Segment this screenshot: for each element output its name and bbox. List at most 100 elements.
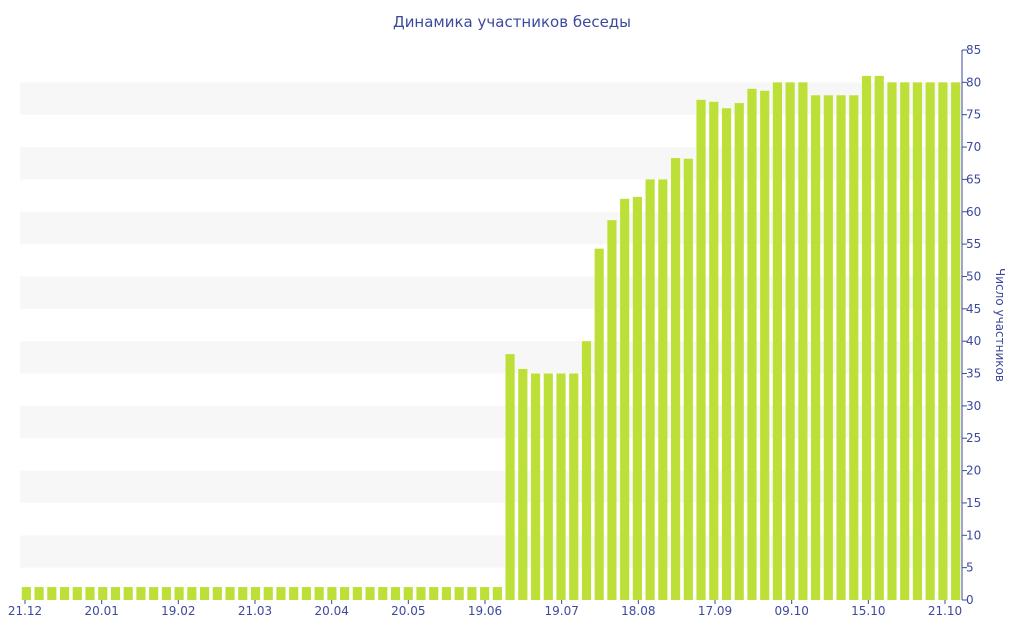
chart-title: Динамика участников беседы [392,13,632,31]
y-tick-label: 40 [966,334,981,348]
x-tick-label: 21.03 [238,604,272,618]
bar[interactable] [365,587,375,600]
x-tick-label: 15.10 [851,604,885,618]
bar[interactable] [747,88,757,600]
bar[interactable] [301,587,312,600]
bar[interactable] [454,587,464,600]
x-tick-label: 18.08 [621,604,655,618]
bar[interactable] [734,103,744,600]
bar[interactable] [59,587,70,600]
bar[interactable] [212,587,222,600]
bar[interactable] [72,587,82,600]
y-tick-label: 20 [966,464,981,478]
bar[interactable] [709,101,719,600]
x-tick-label: 20.05 [391,604,425,618]
bar[interactable] [912,82,923,601]
bar[interactable] [505,354,515,600]
bar[interactable] [632,196,642,600]
bar[interactable] [951,82,961,601]
bar[interactable] [340,587,350,600]
bar[interactable] [352,587,362,600]
bar[interactable] [276,587,286,600]
bar[interactable] [161,587,171,600]
bar[interactable] [683,158,693,600]
y-tick-label: 70 [966,140,981,154]
bar[interactable] [47,587,57,600]
bar[interactable] [263,587,273,600]
bar[interactable] [798,82,808,601]
bar[interactable] [390,587,401,600]
bar[interactable] [403,587,413,600]
bar[interactable] [250,587,261,600]
bar[interactable] [441,587,452,600]
bar[interactable] [530,373,541,600]
bar[interactable] [581,341,592,600]
x-tick-label: 20.01 [84,604,118,618]
x-tick-label: 17.09 [698,604,732,618]
bar[interactable] [836,95,846,600]
bar[interactable] [594,248,604,600]
grid-band [20,276,962,309]
bar[interactable] [21,587,31,600]
bar[interactable] [85,587,95,600]
bar[interactable] [620,198,630,600]
bar[interactable] [34,587,44,600]
bar[interactable] [518,369,528,600]
bar[interactable] [327,587,337,600]
y-tick-label: 0 [966,593,974,607]
bar[interactable] [467,587,477,600]
bar[interactable] [174,587,184,600]
bar[interactable] [187,587,197,600]
bar[interactable] [416,587,426,600]
grid-band [20,341,962,374]
bar[interactable] [772,82,783,601]
x-tick-label: 09.10 [774,604,808,618]
bar[interactable] [149,587,159,600]
bar[interactable] [696,99,706,600]
bar[interactable] [721,108,732,601]
bar[interactable] [785,82,795,601]
bar[interactable] [429,587,439,600]
bar[interactable] [823,95,833,600]
y-tick-label: 15 [966,496,981,510]
grid-bands [20,82,962,568]
bar[interactable] [938,82,948,601]
bar[interactable] [569,373,579,600]
grid-band [20,535,962,568]
bar[interactable] [556,373,566,600]
bar[interactable] [874,75,884,600]
bar[interactable] [238,587,248,600]
grid-band [20,470,962,503]
bar[interactable] [760,90,770,600]
bar[interactable] [110,587,121,600]
bar[interactable] [225,587,235,600]
y-tick-label: 65 [966,172,981,186]
bar[interactable] [671,158,681,600]
bar[interactable] [861,75,872,600]
bar[interactable] [136,587,146,600]
y-tick-label: 50 [966,269,981,283]
bar[interactable] [887,82,897,601]
bar[interactable] [480,587,490,600]
bar[interactable] [811,95,821,600]
bar[interactable] [925,82,935,601]
bar[interactable] [289,587,299,600]
bar[interactable] [658,179,668,600]
bar[interactable] [123,587,133,600]
y-axis-title: Число участников [993,268,1007,382]
bar[interactable] [200,587,210,600]
y-tick-label: 75 [966,108,981,122]
bar[interactable] [607,220,617,600]
bar[interactable] [492,587,502,600]
bar[interactable] [378,587,388,600]
bar[interactable] [645,179,655,600]
bar[interactable] [314,587,324,600]
bar[interactable] [849,95,859,600]
bar[interactable] [900,82,910,601]
bar[interactable] [543,373,553,600]
grid-band [20,147,962,180]
y-tick-label: 5 [966,561,974,575]
bar[interactable] [98,587,108,600]
